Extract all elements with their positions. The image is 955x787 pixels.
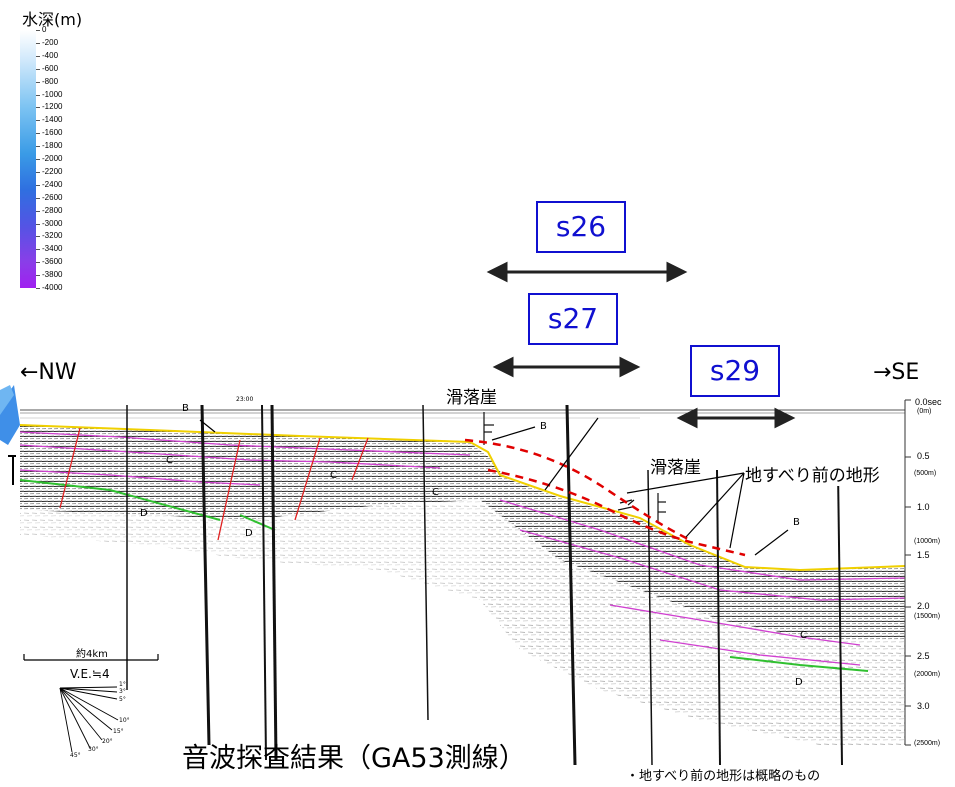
colorbar-tick xyxy=(36,262,40,264)
colorbar-tick xyxy=(36,42,40,44)
colorbar-tick xyxy=(36,223,40,225)
colorbar-tick-label: 0 xyxy=(42,25,47,34)
colorbar-tick-label: -2600 xyxy=(42,192,63,202)
colorbar-tick xyxy=(36,171,40,173)
approximation-note: ・地すべり前の地形は概略のもの xyxy=(626,769,821,784)
axis-d-9: (2500m) xyxy=(914,740,941,747)
axis-d-0: (0m) xyxy=(917,408,932,415)
colorbar-tick-label: -3400 xyxy=(42,244,63,254)
time-mark: 23:00 xyxy=(236,396,254,403)
axis-t-8: 3.0 xyxy=(917,701,930,711)
scale-distance: 約4km xyxy=(76,649,108,660)
colorbar-tick-label: -2200 xyxy=(42,166,63,176)
colorbar-tick-label: -3200 xyxy=(42,231,63,241)
layer-d-3: D xyxy=(795,677,803,688)
layer-b-2: B xyxy=(540,421,547,432)
angle-label-30: 30° xyxy=(88,746,99,753)
colorbar-tick xyxy=(36,68,40,70)
direction-nw: ←NW xyxy=(20,360,77,385)
axis-t-5: 2.0 xyxy=(917,601,930,611)
axis-d-5: (1500m) xyxy=(914,613,941,620)
direction-se: →SE xyxy=(873,360,920,385)
colorbar-tick xyxy=(36,236,40,238)
colorbar-tick xyxy=(36,159,40,160)
layer-c-1: C xyxy=(166,455,173,466)
colorbar-tick xyxy=(36,120,40,122)
scarp-label-lower: 滑落崖 xyxy=(650,458,701,478)
colorbar-tick xyxy=(36,55,40,57)
angle-label-3: 3° xyxy=(119,688,126,695)
angle-label-45: 45° xyxy=(70,752,81,759)
colorbar-tick-label: -600 xyxy=(42,63,59,73)
segment-label-s27: s27 xyxy=(528,293,618,345)
angle-label-10: 10° xyxy=(119,717,130,724)
colorbar-tick xyxy=(36,81,40,83)
colorbar-tick xyxy=(36,146,40,148)
colorbar-tick-label: -400 xyxy=(42,50,59,60)
axis-t-1: 0.5 xyxy=(917,451,930,461)
layer-c-4: C xyxy=(800,630,807,641)
segment-label-s26: s26 xyxy=(536,201,626,253)
colorbar-tick xyxy=(36,30,40,31)
axis-t-0: 0.0sec xyxy=(915,397,942,407)
layer-b-3: B xyxy=(793,517,800,528)
colorbar-tick-label: -1600 xyxy=(42,128,63,138)
colorbar-tick xyxy=(36,94,40,96)
angle-label-20: 20° xyxy=(102,738,113,745)
axis-t-2: 1.0 xyxy=(917,502,930,512)
colorbar-tick xyxy=(36,275,40,277)
axis-d-7: (2000m) xyxy=(914,671,941,678)
colorbar-tick-label: -1200 xyxy=(42,102,63,112)
layer-b-1: B xyxy=(182,403,189,414)
layer-d-1: D xyxy=(140,508,148,519)
colorbar-tick-label: -1000 xyxy=(42,89,63,99)
vertical-exaggeration: V.E.≒4 xyxy=(70,667,110,681)
colorbar-tick xyxy=(36,197,40,199)
colorbar-tick-label: -1400 xyxy=(42,115,63,125)
cropped-3d-map-fragment xyxy=(0,385,20,485)
layer-c-2: C xyxy=(330,470,337,481)
colorbar-tick-label: -3000 xyxy=(42,218,63,228)
layer-c-3: C xyxy=(432,487,439,498)
colorbar-tick-label: -4000 xyxy=(42,283,63,292)
colorbar-tick-label: -1800 xyxy=(42,141,63,151)
axis-t-6: 2.5 xyxy=(917,651,930,661)
colorbar-tick xyxy=(36,107,40,109)
axis-d-3: (1000m) xyxy=(914,538,941,545)
angle-label-1: 1° xyxy=(119,681,126,688)
angle-label-15: 15° xyxy=(113,728,124,735)
layer-d-2: D xyxy=(245,528,253,539)
colorbar-tick xyxy=(36,249,40,251)
colorbar-title: 水深(m) xyxy=(22,10,83,29)
scarp-label-upper: 滑落崖 xyxy=(446,388,497,408)
colorbar-tick-label: -3600 xyxy=(42,257,63,267)
colorbar-tick-label: -3800 xyxy=(42,270,63,280)
pre-landslide-label: 地すべり前の地形 xyxy=(745,461,880,486)
colorbar-tick xyxy=(36,210,40,212)
segment-label-s29: s29 xyxy=(690,345,780,397)
axis-t-4: 1.5 xyxy=(917,550,930,560)
angle-label-5: 5° xyxy=(119,696,126,703)
colorbar-tick-label: -200 xyxy=(42,37,59,47)
colorbar-tick xyxy=(36,184,40,186)
axis-d-1: (500m) xyxy=(914,470,937,477)
colorbar-tick-label: -2000 xyxy=(42,154,63,163)
colorbar-tick-label: -2400 xyxy=(42,179,63,189)
colorbar-tick-label: -800 xyxy=(42,76,59,86)
colorbar-tick-label: -2800 xyxy=(42,205,63,215)
depth-colorbar xyxy=(20,30,36,288)
figure-caption: 音波探査結果（GA53測線） xyxy=(182,743,526,774)
colorbar-tick xyxy=(36,133,40,135)
colorbar-tick xyxy=(36,288,40,289)
